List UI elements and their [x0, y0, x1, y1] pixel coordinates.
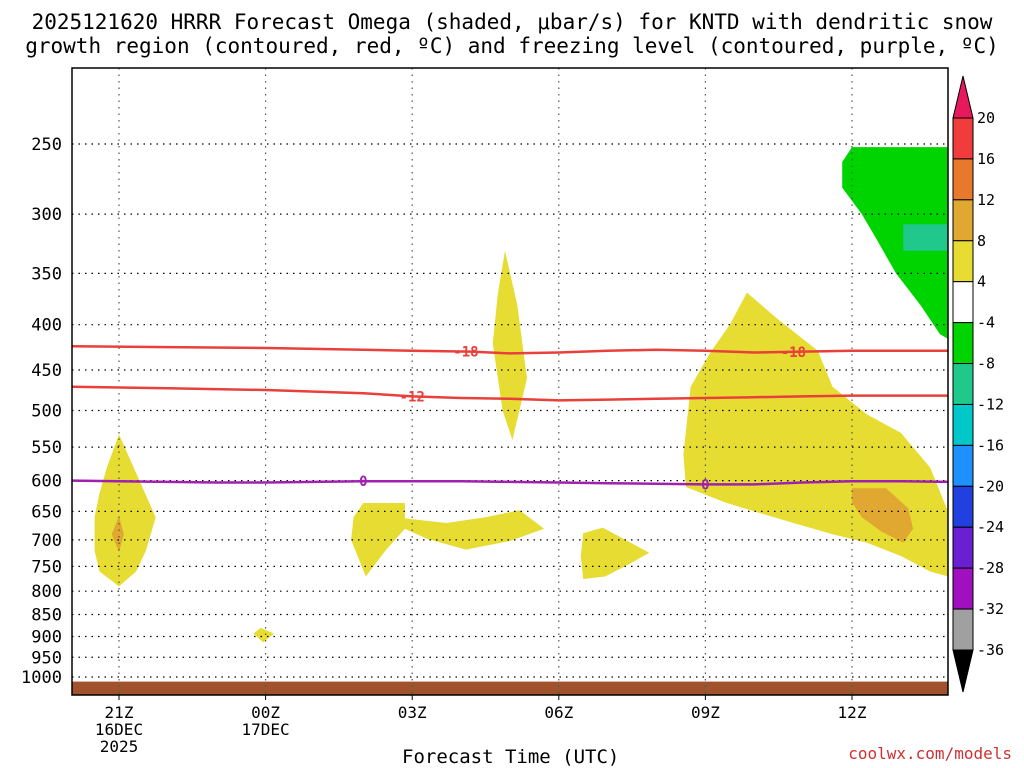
y-tick-950: 950: [31, 648, 62, 668]
colorbar-label-12: -32: [977, 600, 1004, 618]
x-tick-label-16-0: 12Z: [838, 703, 867, 722]
y-tick-500: 500: [31, 402, 62, 422]
colorbar-segment-1: [952, 158, 974, 201]
dendritic-top-contour: [71, 344, 948, 355]
colorbar-label-3: 8: [977, 232, 986, 250]
colorbar-label-6: -8: [977, 355, 995, 373]
y-tick-600: 600: [31, 472, 62, 492]
y-tick-1000: 1000: [21, 668, 62, 688]
omega-region-3: [492, 250, 527, 441]
dendritic-bottom-label-0: -12: [400, 389, 425, 405]
y-tick-250: 250: [31, 135, 62, 155]
dendritic-top-label-1: -18: [781, 345, 806, 361]
y-tick-650: 650: [31, 502, 62, 522]
colorbar-segment-8: [952, 444, 974, 487]
colorbar-label-5: -4: [977, 314, 995, 332]
x-tick-label-1-2: 2025: [100, 737, 139, 756]
omega-region-1: [111, 516, 124, 552]
x-tick-label-1-0: 21Z: [105, 703, 134, 722]
chart-title-line1: 2025121620 HRRR Forecast Omega (shaded, …: [31, 10, 993, 34]
colorbar-segment-4: [952, 281, 974, 324]
colorbar-label-13: -36: [977, 641, 1004, 659]
y-tick-750: 750: [31, 557, 62, 577]
freezing-level-label-0: 0: [359, 474, 367, 490]
terrain-band: [72, 681, 948, 695]
omega-region-5: [580, 527, 650, 579]
colorbar-label-4: 4: [977, 273, 986, 291]
omega-region-2: [253, 627, 274, 643]
dendritic-bottom-contour: [71, 385, 948, 402]
y-tick-700: 700: [31, 531, 62, 551]
freezing-level-label-1: 0: [701, 477, 709, 493]
colorbar-segment-0: [952, 117, 974, 160]
colorbar-top-arrow: [952, 75, 974, 119]
colorbar-label-8: -16: [977, 436, 1004, 454]
chart-title-line2: growth region (contoured, red, ºC) and f…: [25, 34, 999, 58]
x-tick-label-13-0: 09Z: [691, 703, 720, 722]
x-tick-label-1-1: 16DEC: [95, 720, 143, 739]
x-axis-label: Forecast Time (UTC): [402, 746, 620, 768]
y-tick-550: 550: [31, 438, 62, 458]
colorbar-label-2: 12: [977, 191, 995, 209]
y-tick-400: 400: [31, 316, 62, 336]
x-tick-label-7-0: 03Z: [398, 703, 427, 722]
y-tick-850: 850: [31, 606, 62, 626]
x-tick-label-4-1: 17DEC: [242, 720, 290, 739]
colorbar-segment-3: [952, 240, 974, 283]
y-tick-450: 450: [31, 361, 62, 381]
omega-region-4: [351, 503, 545, 577]
colorbar-bottom-arrow: [952, 649, 974, 693]
colorbar-label-7: -12: [977, 395, 1004, 413]
colorbar-segment-7: [952, 403, 974, 446]
site-credit: coolwx.com/models: [848, 744, 1012, 763]
colorbar-label-11: -28: [977, 559, 1004, 577]
plot-frame: [71, 67, 949, 696]
x-tick-label-10-0: 06Z: [544, 703, 573, 722]
omega-region-0: [94, 434, 156, 587]
omega-region-7: [852, 488, 914, 543]
colorbar-segment-10: [952, 526, 974, 569]
dendritic-top-label-0: -18: [453, 345, 478, 361]
y-tick-800: 800: [31, 582, 62, 602]
y-tick-300: 300: [31, 205, 62, 225]
colorbar-segment-5: [952, 322, 974, 365]
omega-region-8: [842, 147, 948, 339]
y-tick-350: 350: [31, 264, 62, 284]
colorbar-segment-12: [952, 608, 974, 651]
colorbar-label-9: -20: [977, 477, 1004, 495]
colorbar-segment-6: [952, 363, 974, 405]
colorbar-segment-2: [952, 199, 974, 242]
freezing-level-contour: [71, 479, 949, 486]
omega-region-9: [903, 224, 948, 251]
colorbar-label-0: 20: [977, 109, 995, 127]
colorbar-label-10: -24: [977, 518, 1004, 536]
x-tick-label-4-0: 00Z: [251, 703, 280, 722]
colorbar-segment-9: [952, 485, 974, 528]
colorbar-segment-11: [952, 567, 974, 610]
colorbar-label-1: 16: [977, 150, 995, 168]
y-tick-900: 900: [31, 627, 62, 647]
